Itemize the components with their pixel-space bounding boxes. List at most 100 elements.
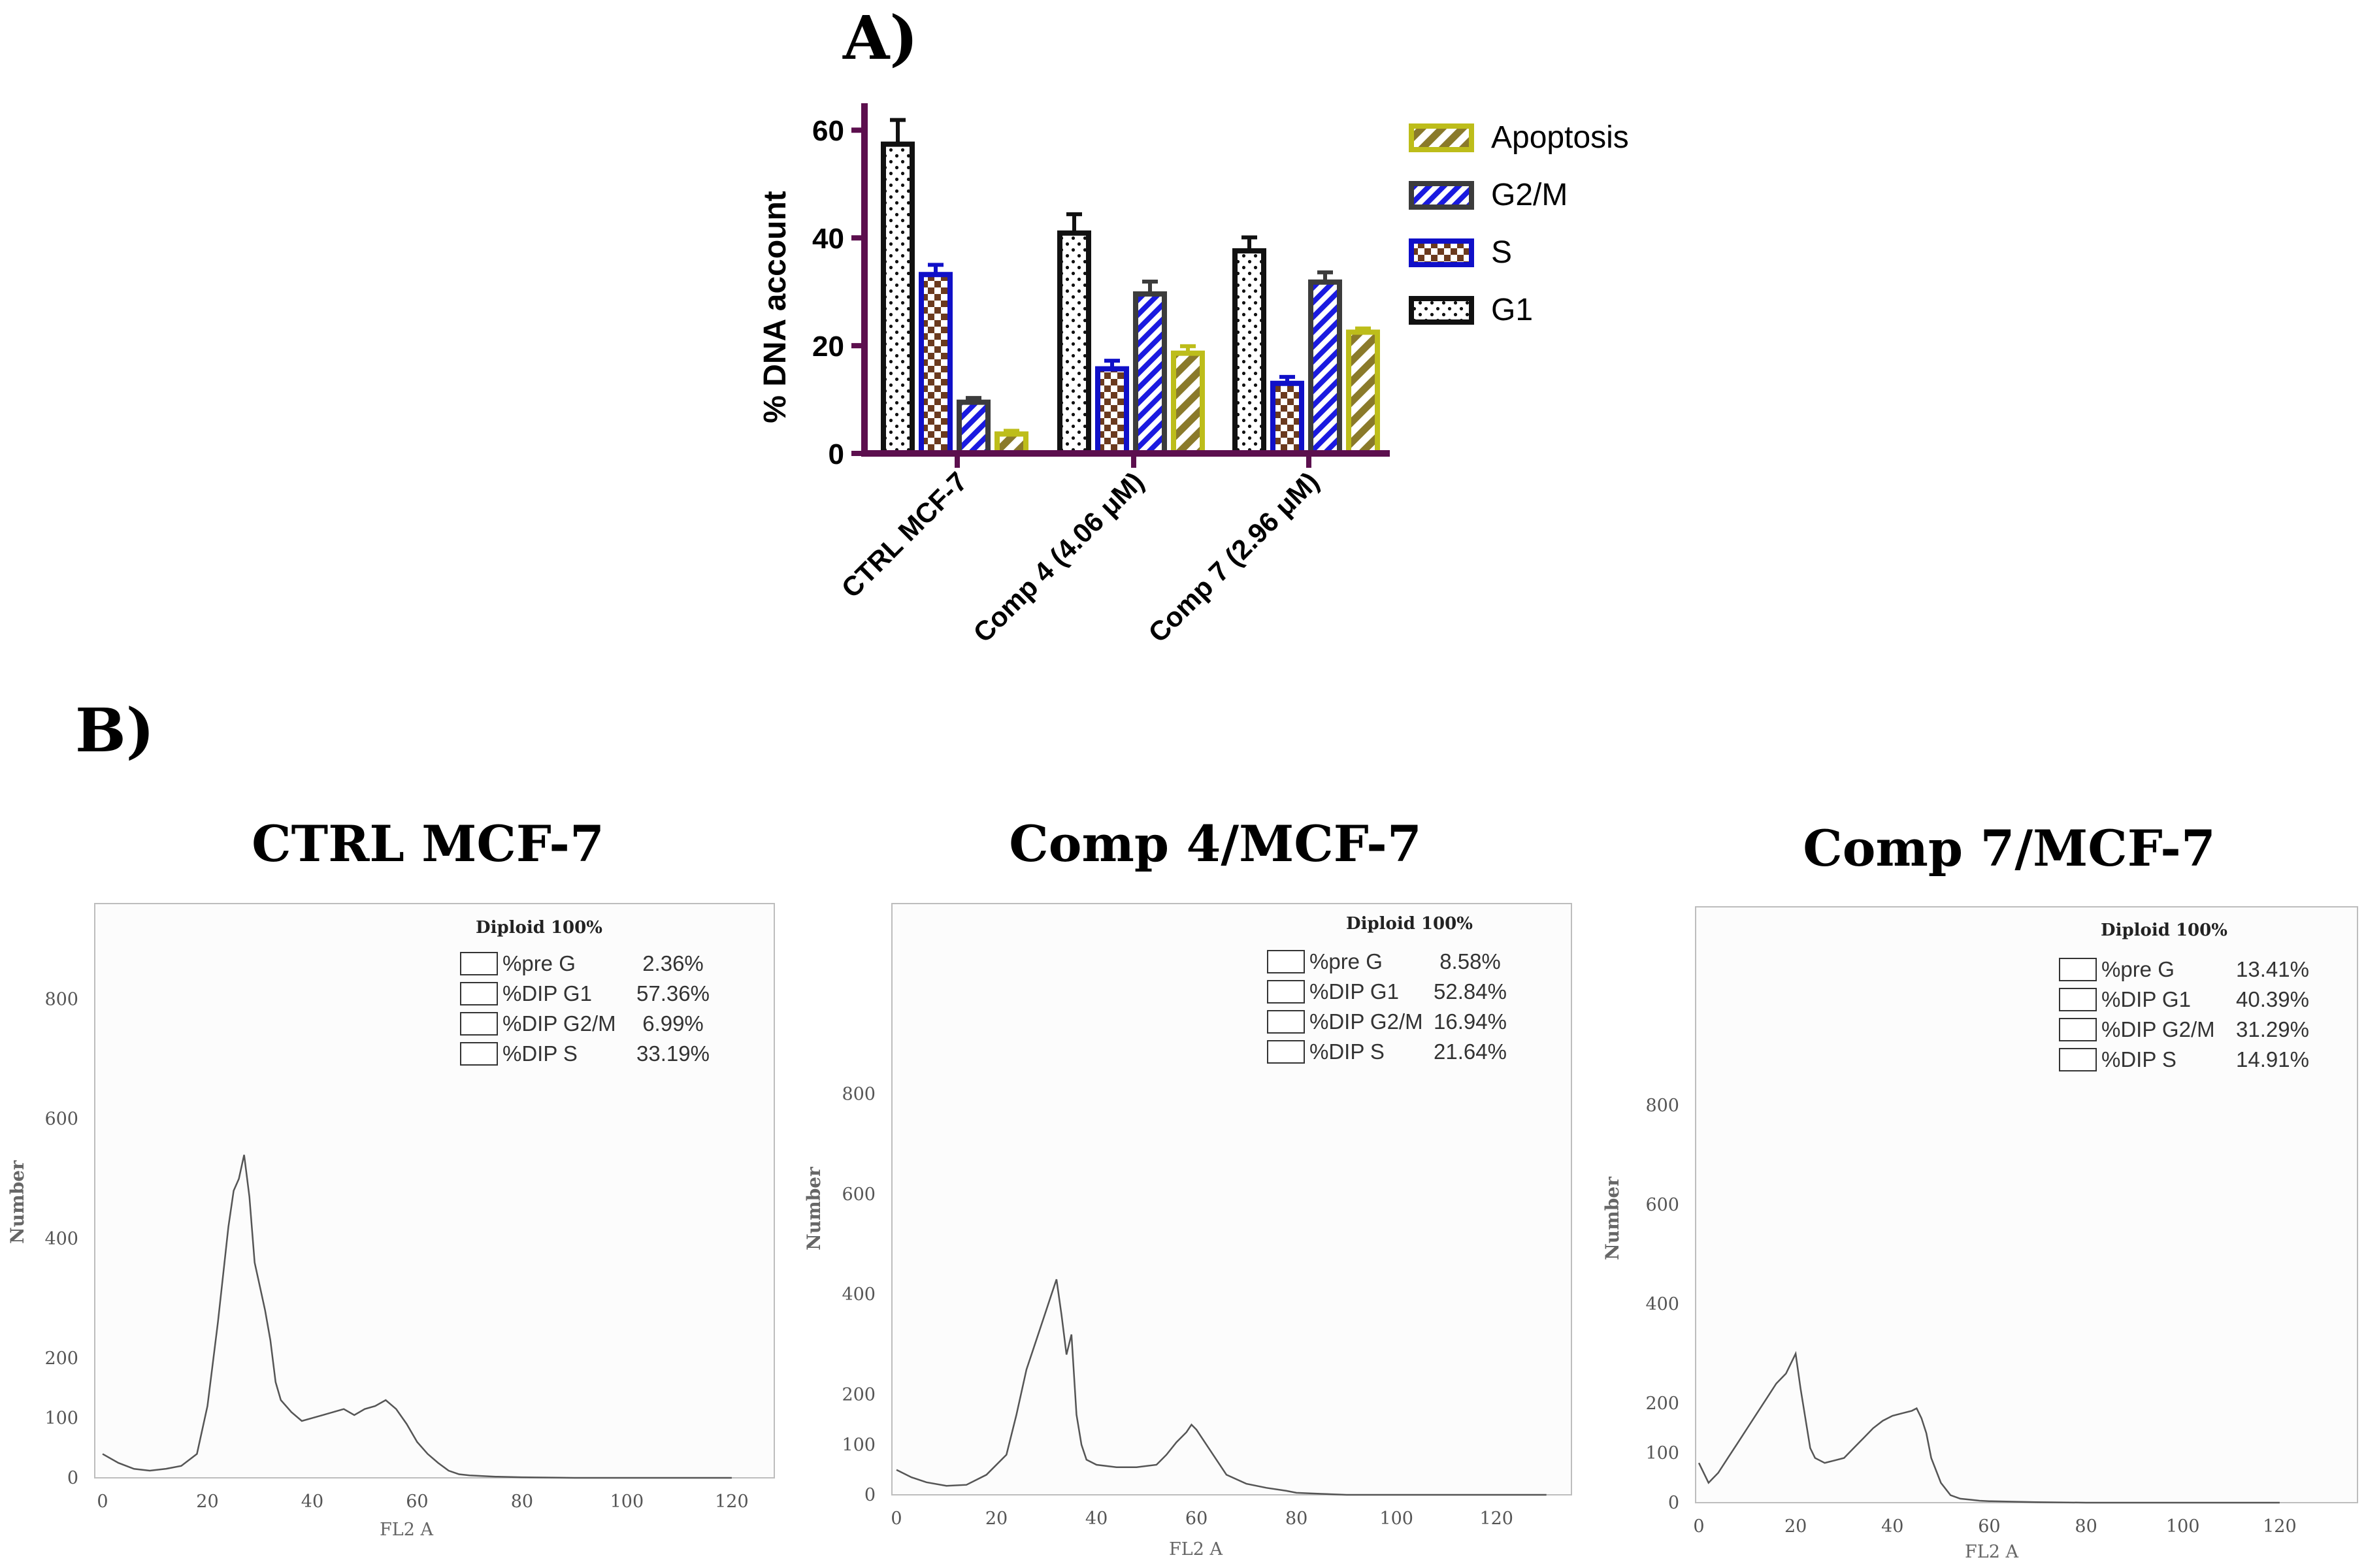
x-tick-label: 120 [2263, 1516, 2297, 1537]
y-tick-label: 20 [812, 331, 844, 363]
stat-name: %DIP G1 [502, 981, 592, 1005]
y-tick-label: 400 [44, 1229, 78, 1249]
histogram-trace [896, 1279, 1547, 1496]
bar-apoptosis [1171, 350, 1205, 456]
x-tick-label: 100 [2166, 1516, 2200, 1537]
stat-checkbox [2059, 1048, 2097, 1071]
stat-name: %DIP S [2101, 1047, 2177, 1071]
stat-checkbox [1267, 950, 1305, 973]
stat-checkbox [1267, 980, 1305, 1004]
x-tick-label: 0 [97, 1492, 108, 1512]
histogram-title: Comp 4/MCF-7 [1009, 815, 1421, 873]
stat-value: 2.36% [642, 951, 704, 975]
stat-value: 21.64% [1434, 1039, 1507, 1064]
legend-label: G1 [1491, 293, 1533, 327]
legend-label: G2/M [1491, 178, 1568, 212]
y-tick-label: 40 [812, 223, 844, 255]
histograms: CTRL MCF-70 20 40 60 80 100 120010020040060080… [7, 815, 2358, 1562]
legend-swatch [1409, 238, 1474, 267]
stats-legend-title: Diploid 100% [2101, 921, 2227, 940]
stat-value: 57.36% [636, 981, 710, 1005]
stat-checkbox [460, 952, 498, 975]
stat-name: %DIP G1 [1309, 979, 1399, 1004]
x-axis-label: FL2 A [380, 1520, 433, 1540]
bar-series [881, 118, 1380, 457]
x-axis-label: FL2 A [1169, 1539, 1223, 1560]
bar-g2-m [957, 399, 991, 457]
stat-name: %pre G [1309, 949, 1383, 973]
stat-value: 8.58% [1439, 949, 1501, 973]
y-tick-label: 600 [44, 1109, 78, 1130]
bar-s [919, 272, 953, 456]
x-tick-label: 80 [1285, 1509, 1307, 1529]
y-tick-label: 200 [1645, 1394, 1679, 1414]
x-tick-label: 80 [511, 1492, 533, 1512]
stat-checkbox [2059, 988, 2097, 1011]
bar-g1 [881, 141, 915, 456]
y-tick-label: 600 [1645, 1195, 1679, 1215]
x-tick-label: 120 [1479, 1509, 1513, 1529]
bar-g2-m [1133, 291, 1167, 456]
x-tick-label: 100 [610, 1492, 644, 1512]
histogram-panel: Comp 7/MCF-7 0 20 40 60 80 100 120 0 100 200 400 600… [1602, 819, 2358, 1562]
y-tick-label: 800 [842, 1084, 876, 1104]
legend-swatch [1409, 181, 1474, 210]
x-tick-label: 0 [891, 1509, 902, 1529]
x-category-label: Comp 4 (4.06 μM) [967, 466, 1149, 648]
bar-s [1095, 366, 1129, 457]
bar-s [1270, 380, 1304, 456]
stats-legend-title: Diploid 100% [1346, 914, 1473, 934]
plot-area [891, 903, 1572, 1495]
legend-swatch [1409, 296, 1474, 325]
stat-checkbox [460, 1042, 498, 1066]
y-tick-label: 600 [842, 1184, 876, 1205]
plot-area [94, 903, 775, 1478]
bar-g2-m [1308, 279, 1342, 456]
stat-checkbox [460, 1012, 498, 1036]
x-tick-label: 40 [301, 1492, 323, 1512]
legend-label: Apoptosis [1491, 120, 1629, 155]
y-axis-label: Number [1602, 1176, 1623, 1260]
x-tick-label: 60 [1978, 1516, 2000, 1537]
histogram-trace [102, 1154, 732, 1479]
stat-name: %DIP G1 [2101, 987, 2191, 1011]
y-axis-label: % DNA account [758, 191, 793, 423]
histogram-trace [1698, 1350, 2280, 1504]
panel-b-label: B) [75, 695, 154, 766]
x-tick-label: 20 [985, 1509, 1008, 1529]
histogram-panel: Comp 4/MCF-7 0 20 40 60 80 100 120 0 100 200 400 600… [803, 815, 1572, 1560]
y-tick-label: 800 [44, 990, 78, 1010]
stat-name: %DIP S [1309, 1039, 1385, 1064]
bar-apoptosis [1346, 329, 1380, 457]
x-tick-label: 20 [196, 1492, 218, 1512]
stat-value: 6.99% [642, 1011, 704, 1036]
bar-g1 [1232, 248, 1266, 456]
histogram-panel: CTRL MCF-7 0 20 40 60 80 100 120 0 100 200 400 600 80… [7, 815, 775, 1540]
stat-value: 33.19% [636, 1041, 710, 1066]
x-tick-label: 100 [1379, 1509, 1413, 1529]
stat-checkbox [2059, 1018, 2097, 1041]
stat-checkbox [1267, 1040, 1305, 1064]
y-tick-label: 0 [864, 1485, 876, 1505]
histogram-title: Comp 7/MCF-7 [1803, 819, 2215, 877]
bar-g1 [1057, 230, 1091, 456]
x-axis-label: FL2 A [1965, 1542, 2018, 1562]
x-category-label: CTRL MCF-7 [836, 466, 974, 604]
panel-b: B) CTRL MCF-70 20 40 60 80 100 120010020040060… [7, 695, 2358, 1562]
y-axis-label: Number [7, 1160, 28, 1244]
legend-label: S [1491, 235, 1512, 270]
x-tick-label: 80 [2075, 1516, 2097, 1537]
panel-a: A) % DNA account 0 20 40 60 CTRL MCF-7Comp … [758, 3, 1629, 648]
y-tick-label: 0 [67, 1468, 78, 1488]
x-tick-label: 20 [1784, 1516, 1807, 1537]
y-tick-label: 400 [1645, 1294, 1679, 1315]
stat-value: 52.84% [1434, 979, 1507, 1004]
stat-name: %DIP S [502, 1041, 578, 1066]
panel-a-label: A) [842, 3, 918, 73]
y-tick-label: 100 [842, 1435, 876, 1455]
x-tick-label: 0 [1693, 1516, 1704, 1537]
y-tick-label: 60 [812, 115, 844, 147]
y-tick-label: 0 [829, 438, 844, 470]
